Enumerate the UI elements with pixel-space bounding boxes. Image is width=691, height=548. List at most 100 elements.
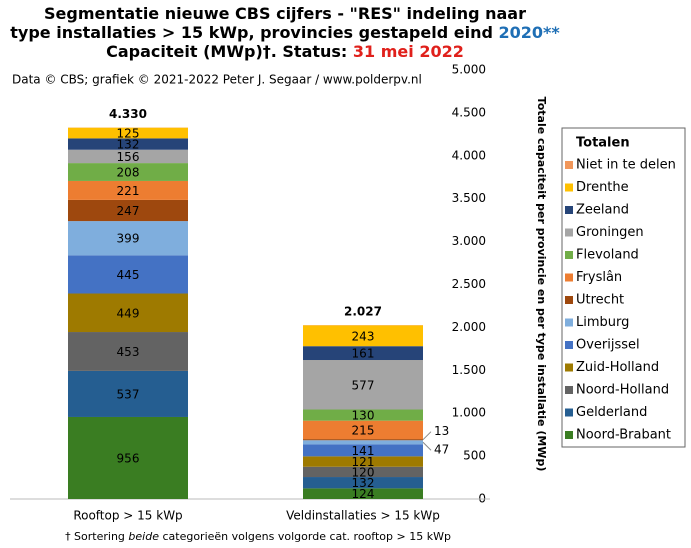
legend-swatch — [565, 273, 573, 282]
total-label: 2.027 — [344, 305, 382, 319]
bar-segment — [303, 409, 423, 421]
legend-swatch — [565, 228, 573, 237]
legend-label: Overijssel — [576, 338, 640, 353]
bar-segment — [303, 440, 423, 445]
callout-line — [422, 431, 432, 441]
legend-label: Noord-Brabant — [576, 428, 671, 443]
data-label: 956 — [117, 451, 140, 465]
title-part: 2020** — [498, 23, 560, 42]
data-label: 247 — [117, 204, 140, 218]
legend-swatch — [565, 318, 573, 327]
data-label: 243 — [352, 329, 375, 343]
bar-segment — [303, 466, 423, 478]
footnote-part: categorieën volgens volgorde cat. roofto… — [159, 530, 451, 543]
bar-segment — [303, 325, 423, 347]
data-label: 132 — [117, 138, 140, 152]
data-label: 120 — [352, 465, 375, 479]
bar-segment — [68, 199, 188, 222]
bar-segment — [68, 180, 188, 200]
chart-title: Capaciteit (MWp)†. Status: 31 mei 2022 — [106, 42, 464, 61]
legend-swatch — [565, 251, 573, 259]
legend-swatch — [565, 386, 573, 394]
data-label: 132 — [352, 476, 375, 490]
data-label: 130 — [352, 409, 375, 423]
footnote-part: beide — [128, 530, 159, 543]
bar-segment — [68, 370, 188, 417]
legend-label: Niet in te delen — [576, 158, 676, 173]
legend-label: Gelderland — [576, 405, 647, 420]
bar-segment — [68, 221, 188, 256]
y-tick-label: 5.000 — [452, 63, 486, 77]
legend-swatch — [565, 183, 573, 192]
data-label: 208 — [117, 166, 140, 180]
y-axis-label: Totale capaciteit per provincie en per t… — [535, 97, 548, 472]
legend-label: Zeeland — [576, 203, 629, 218]
data-label: 215 — [352, 423, 375, 437]
chart-title: type installaties > 15 kWp, provincies g… — [10, 23, 560, 42]
bar-segment — [68, 138, 188, 150]
y-tick-label: 4.000 — [452, 148, 486, 162]
footnote: † Sortering beide categorieën volgens vo… — [65, 530, 451, 543]
data-label: 449 — [117, 306, 140, 320]
data-label: 13 — [434, 424, 449, 438]
bar-segment — [303, 488, 423, 499]
bar-segment — [68, 255, 188, 294]
legend-label: Zuid-Holland — [576, 360, 659, 375]
legend-swatch — [565, 431, 573, 439]
data-label: 221 — [117, 184, 140, 198]
bar-segment — [303, 439, 423, 441]
bar-segment — [303, 346, 423, 361]
footnote-part: † Sortering — [65, 530, 128, 543]
chart-title: Segmentatie nieuwe CBS cijfers - "RES" i… — [44, 4, 526, 23]
y-tick-label: 1.000 — [452, 406, 486, 420]
data-label: 453 — [117, 345, 140, 359]
x-tick-label: Rooftop > 15 kWp — [73, 509, 182, 523]
legend-title: Totalen — [576, 136, 630, 151]
bar-segment — [303, 456, 423, 467]
data-label: 124 — [352, 487, 375, 501]
subtitle: Data © CBS; grafiek © 2021-2022 Peter J.… — [12, 73, 422, 87]
data-label: 125 — [117, 127, 140, 141]
legend-swatch — [565, 341, 573, 349]
y-tick-label: 500 — [463, 449, 486, 463]
y-tick-label: 2.000 — [452, 320, 486, 334]
data-label: 537 — [117, 387, 140, 401]
legend-swatch — [565, 206, 573, 214]
title-part: 31 mei 2022 — [353, 42, 464, 61]
data-label: 121 — [352, 455, 375, 469]
data-label: 47 — [434, 443, 449, 457]
title-part: Segmentatie nieuwe CBS cijfers - "RES" i… — [44, 4, 526, 23]
data-label: 399 — [117, 232, 140, 246]
bar-segment — [303, 444, 423, 457]
legend-label: Utrecht — [576, 293, 624, 308]
title-part: Capaciteit (MWp)†. Status: — [106, 42, 353, 61]
legend-label: Flevoland — [576, 248, 639, 263]
data-label: 445 — [117, 268, 140, 282]
y-tick-label: 4.500 — [452, 105, 486, 119]
data-label: 577 — [352, 378, 375, 392]
x-tick-label: Veldinstallaties > 15 kWp — [286, 509, 440, 523]
legend-swatch — [565, 161, 573, 169]
title-part: type installaties > 15 kWp, provincies g… — [10, 23, 498, 42]
bar-segment — [68, 149, 188, 164]
legend-label: Noord-Holland — [576, 383, 669, 398]
y-tick-label: 1.500 — [452, 363, 486, 377]
data-label: 161 — [352, 347, 375, 361]
y-tick-label: 2.500 — [452, 277, 486, 291]
bar-segment — [303, 477, 423, 489]
legend-label: Groningen — [576, 225, 644, 240]
bar-segment — [68, 127, 188, 139]
bar-segment — [68, 163, 188, 181]
legend-box — [561, 127, 686, 448]
legend-label: Limburg — [576, 315, 629, 330]
legend-label: Fryslân — [576, 270, 622, 285]
legend-swatch — [565, 296, 573, 304]
legend-label: Drenthe — [576, 180, 629, 195]
bar-segment — [303, 360, 423, 410]
data-label: 141 — [352, 444, 375, 458]
data-label: 156 — [117, 150, 140, 164]
bar-segment — [68, 293, 188, 333]
bar-segment — [68, 332, 188, 371]
callout-line — [422, 441, 432, 451]
